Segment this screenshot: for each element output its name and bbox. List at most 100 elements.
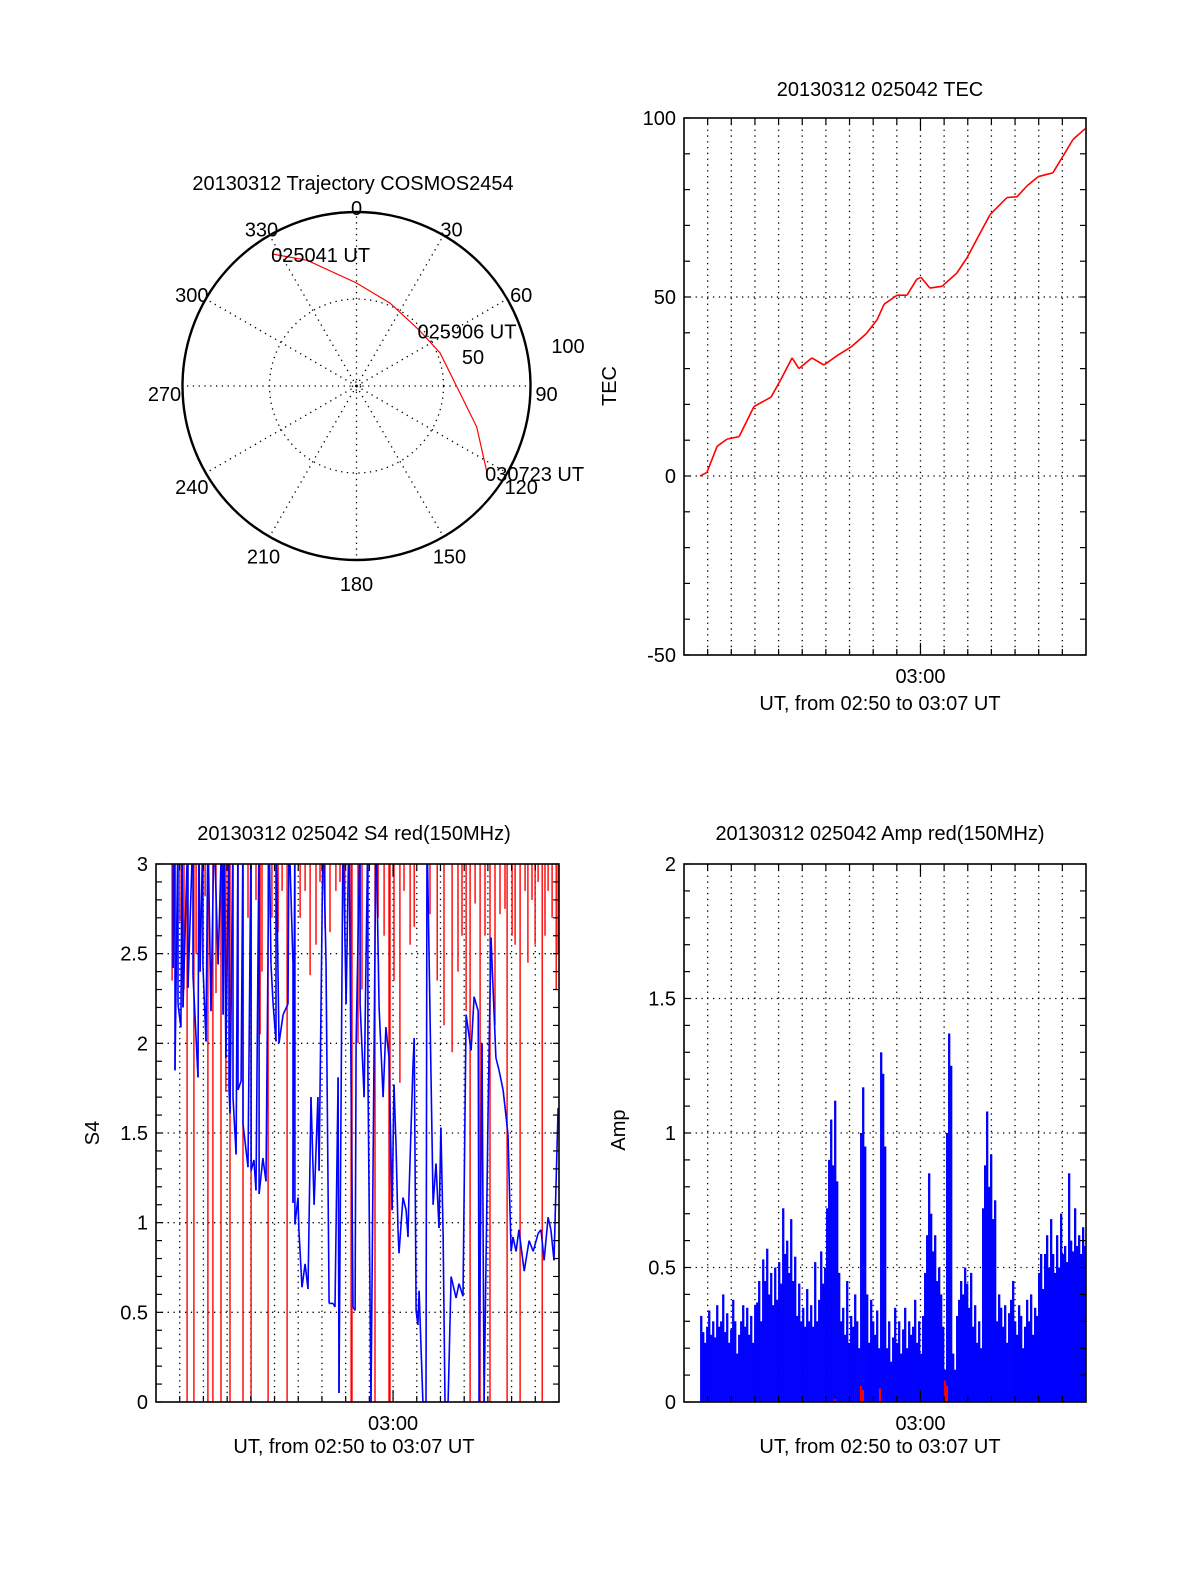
amp-blue-bar — [1078, 1235, 1081, 1402]
amp-blue-bar — [888, 1321, 891, 1402]
s4-blue-segment — [205, 864, 209, 1042]
s4-blue-segment — [440, 1127, 444, 1234]
s4-blue-segment — [402, 1197, 407, 1211]
amp-blue-bar — [716, 1305, 719, 1402]
amp-blue-bar — [726, 1313, 729, 1402]
s4-blue-segment — [217, 864, 222, 965]
amp-blue-bar — [918, 1321, 921, 1402]
trajectory-point — [418, 329, 421, 331]
trajectory-point — [486, 472, 488, 474]
amp-blue-bar — [732, 1299, 735, 1402]
s4-blue-segment — [268, 864, 272, 965]
amp-blue-bar — [1080, 1254, 1083, 1402]
amp-blue-bar — [866, 1294, 869, 1402]
amp-blue-bar — [876, 1310, 879, 1402]
amp-blue-bar — [828, 1159, 831, 1402]
trajectory-time-label: 025041 UT — [271, 245, 370, 267]
s4-blue-segment — [354, 1043, 357, 1311]
amp-title: 20130312 025042 Amp red(150MHz) — [715, 823, 1044, 845]
s4-blue-segment — [282, 1003, 289, 1015]
amp-ytick-label: 2 — [665, 854, 676, 876]
amp-blue-bar — [734, 1321, 737, 1402]
trajectory-polar-plot: 20130312 Trajectory COSMOS2454 0 30 60 90 12… — [148, 173, 585, 596]
tec-frame — [683, 117, 1087, 656]
amp-blue-bar — [752, 1342, 755, 1402]
amp-blue-bar — [914, 1299, 917, 1402]
trajectory-point — [306, 259, 308, 261]
tec-line-segment — [770, 378, 782, 398]
amp-blue-bar — [946, 1133, 949, 1402]
amp-blue-bar — [848, 1342, 851, 1402]
amp-blue-bar — [932, 1251, 935, 1402]
tec-line-segment — [956, 257, 968, 274]
tec-line-segment — [1016, 185, 1028, 198]
amp-blue-bar — [818, 1299, 821, 1402]
amp-blue-bar — [816, 1321, 819, 1402]
tec-line-segment — [1062, 139, 1074, 157]
polar-spoke — [268, 385, 358, 538]
polar-spoke — [205, 298, 357, 387]
amp-blue-bar — [708, 1310, 711, 1402]
amp-blue-bar — [1002, 1326, 1005, 1402]
s4-blue-segment — [210, 864, 215, 1012]
amp-blue-bar — [968, 1307, 971, 1402]
amp-blue-bar — [982, 1208, 985, 1402]
amp-blue-bar — [728, 1342, 731, 1402]
amp-blue-bar — [984, 1165, 987, 1402]
s4-blue-segment — [338, 864, 344, 1394]
s4-blue-segment — [325, 960, 330, 1304]
amp-blue-bar — [1004, 1305, 1007, 1402]
amp-blue-bar — [714, 1337, 717, 1402]
amp-blue-bar — [760, 1321, 763, 1402]
amp-blue-bar — [894, 1307, 897, 1402]
amp-blue-bar — [806, 1289, 809, 1402]
s4-ylabel: S4 — [82, 1121, 104, 1145]
amp-blue-bar — [880, 1052, 883, 1402]
tec-line-segment — [699, 471, 708, 477]
s4-blue-segment — [502, 1089, 507, 1117]
s4-data — [171, 864, 559, 1402]
amp-blue-bar — [718, 1326, 721, 1402]
s4-blue-segment — [450, 1276, 457, 1299]
amp-blue-bar — [1032, 1334, 1035, 1402]
tec-xlabel: UT, from 02:50 to 03:07 UT — [759, 693, 1000, 715]
amp-blue-bar — [790, 1219, 793, 1402]
amp-blue-bar — [1044, 1254, 1047, 1402]
s4-blue-segment — [265, 864, 270, 1182]
polar-radial-label: 100 — [551, 336, 584, 358]
s4-blue-segment — [425, 864, 428, 1402]
amp-blue-bar — [846, 1281, 849, 1402]
tec-line-segment — [823, 355, 838, 366]
amp-blue-bar — [964, 1267, 967, 1402]
s4-blue-segment — [359, 1003, 365, 1098]
amp-blue-bar — [1022, 1348, 1025, 1402]
s4-blue-segment — [547, 1217, 552, 1230]
amp-blue-bar — [746, 1307, 749, 1402]
polar-angle-labels: 0 30 60 90 120 150 180 210 240 270 300 330 50 100 — [148, 198, 585, 596]
amp-blue-bar — [1052, 1254, 1055, 1402]
amp-blue-bar — [1076, 1246, 1079, 1402]
amp-blue-bar — [926, 1235, 929, 1402]
amp-blue-bar — [1064, 1246, 1067, 1402]
s4-blue-segment — [375, 864, 380, 1008]
amp-blue-bar — [1038, 1272, 1041, 1402]
s4-blue-segment — [470, 996, 475, 1051]
s4-blue-segment — [481, 1043, 485, 1402]
amp-blue-bar — [1018, 1305, 1021, 1402]
amp-blue-bar — [892, 1337, 895, 1402]
s4-blue-segment — [258, 1158, 264, 1195]
s4-blue-segment — [413, 1037, 417, 1311]
s4-blue-segment — [465, 1014, 472, 1051]
amp-blue-bar — [776, 1299, 779, 1402]
amp-blue-bar — [792, 1281, 795, 1402]
amp-red-bar — [946, 1385, 948, 1402]
amp-blue-bar — [724, 1332, 727, 1402]
amp-ytick-label: 0.5 — [648, 1258, 676, 1280]
amp-blue-bar — [1058, 1267, 1061, 1402]
s4-blue-segment — [382, 1027, 387, 1098]
amp-axes: 2 1.5 1 0.5 0 03:00 — [648, 854, 1087, 1435]
trajectory-point — [439, 352, 441, 354]
s4-xtick-label: 03:00 — [368, 1413, 418, 1435]
amp-blue-bar — [780, 1283, 783, 1402]
s4-blue-segment — [483, 1111, 489, 1402]
